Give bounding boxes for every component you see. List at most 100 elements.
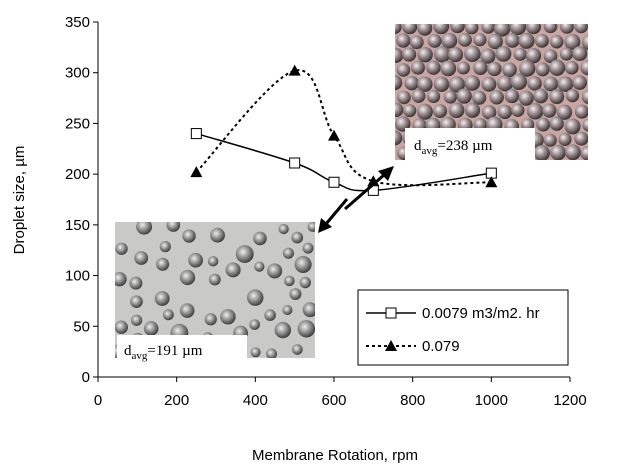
- droplet: [564, 144, 581, 160]
- droplet: [480, 48, 496, 64]
- droplet: [130, 314, 143, 326]
- droplet: [115, 272, 127, 287]
- annotation-main: d: [124, 343, 132, 359]
- droplet: [136, 222, 153, 235]
- droplet: [282, 247, 295, 259]
- droplet: [450, 24, 465, 34]
- droplet: [564, 118, 581, 135]
- y-tick-label: 200: [65, 166, 90, 183]
- droplet: [395, 47, 404, 63]
- droplet: [564, 33, 581, 50]
- droplet: [556, 104, 573, 120]
- droplet: [580, 60, 588, 76]
- droplet: [278, 223, 289, 235]
- legend-label: 0.0079 m3/m2. hr: [422, 305, 540, 322]
- droplet: [395, 116, 411, 132]
- droplet: [289, 288, 302, 301]
- droplet: [565, 88, 580, 103]
- droplet: [456, 61, 470, 75]
- droplet: [426, 60, 441, 75]
- droplet: [417, 46, 433, 63]
- droplet: [464, 45, 481, 63]
- droplet: [572, 75, 587, 90]
- x-axis-label: Membrane Rotation, rpm: [252, 447, 418, 464]
- droplet: [395, 75, 403, 91]
- droplet: [448, 102, 465, 119]
- droplet: [487, 33, 503, 50]
- y-tick-label: 150: [65, 217, 90, 234]
- droplet: [254, 261, 265, 272]
- droplet: [411, 89, 426, 103]
- droplet: [502, 62, 517, 78]
- droplet: [481, 105, 497, 120]
- droplet: [549, 116, 564, 131]
- droplet: [564, 60, 579, 75]
- droplet: [487, 61, 502, 77]
- droplet: [220, 308, 236, 325]
- droplet: [481, 24, 495, 34]
- droplet: [574, 131, 588, 146]
- legend-box: [357, 289, 569, 366]
- annotation-rest: =238 µm: [437, 138, 492, 154]
- droplet: [302, 302, 315, 318]
- arrow: [318, 198, 349, 233]
- droplet: [395, 130, 403, 146]
- droplet: [416, 103, 433, 120]
- droplet: [560, 24, 574, 34]
- marker: [190, 128, 202, 140]
- droplet: [542, 103, 557, 118]
- droplet: [267, 263, 283, 279]
- droplet: [156, 257, 170, 271]
- droplet: [294, 255, 312, 273]
- droplet: [417, 24, 433, 36]
- micrograph-inset: [395, 24, 588, 160]
- droplet: [558, 132, 572, 146]
- droplet: [441, 32, 458, 49]
- droplet: [162, 309, 174, 321]
- droplet: [395, 102, 404, 118]
- droplet: [396, 63, 411, 77]
- y-axis-label: Droplet size, µm: [11, 146, 28, 255]
- annotation-subscript: avg: [132, 350, 148, 362]
- droplet: [440, 60, 457, 77]
- droplet: [548, 59, 566, 76]
- droplet: [533, 144, 550, 160]
- droplet: [513, 47, 527, 61]
- annotation-box: [405, 128, 535, 162]
- droplet: [550, 144, 566, 160]
- droplet: [473, 60, 488, 75]
- droplet: [291, 231, 304, 244]
- marker: [485, 176, 498, 188]
- droplet: [456, 88, 472, 104]
- droplet: [302, 242, 314, 254]
- x-tick-label: 0: [94, 392, 102, 409]
- droplet: [510, 73, 528, 90]
- droplet: [448, 76, 465, 93]
- annotation-box: [117, 335, 247, 362]
- droplet: [519, 60, 536, 77]
- droplet: [557, 76, 574, 92]
- droplet: [572, 46, 588, 62]
- droplet: [395, 24, 402, 34]
- y-tick-label: 100: [65, 268, 90, 285]
- plot-area: 0 50 100 150 200 250 300 350 0 200 400 600 800 1000 12…: [65, 14, 587, 409]
- droplet: [464, 24, 479, 35]
- droplet: [433, 76, 450, 92]
- droplet: [182, 229, 196, 243]
- droplet: [204, 313, 217, 326]
- droplet: [574, 24, 588, 34]
- droplet: [496, 75, 513, 92]
- marker: [289, 157, 301, 169]
- droplet: [511, 103, 525, 117]
- marker: [385, 340, 397, 351]
- droplet: [447, 47, 464, 63]
- droplet: [166, 222, 181, 232]
- droplet: [489, 90, 504, 105]
- droplet: [210, 227, 225, 243]
- droplet: [235, 245, 254, 263]
- droplet: [495, 45, 512, 62]
- droplet: [433, 24, 450, 35]
- droplet: [543, 24, 558, 34]
- droplet: [509, 24, 527, 36]
